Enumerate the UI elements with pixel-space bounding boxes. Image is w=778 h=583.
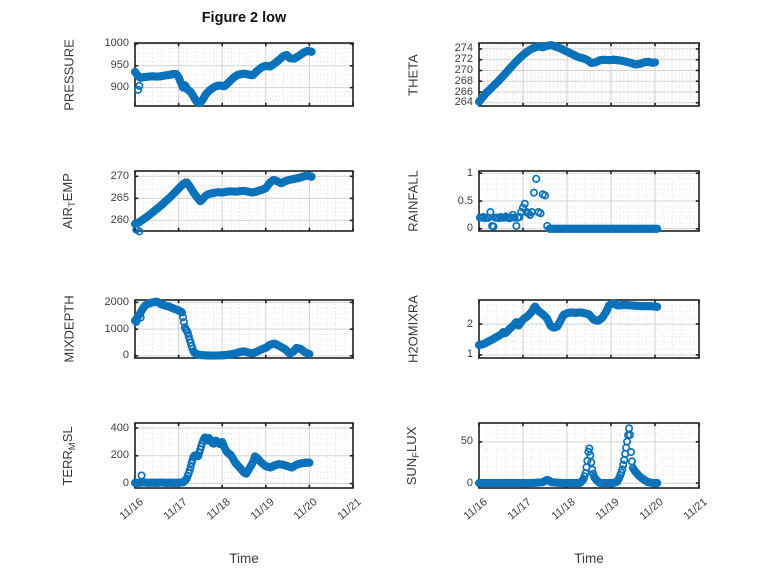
x-axis-label-right: Time xyxy=(574,551,604,566)
xtick-label: 11/19 xyxy=(593,496,622,523)
ylabel-subscript: F xyxy=(411,451,422,458)
ytick-label-THETA: 274 xyxy=(454,42,473,55)
data-markers-TERR_MSL xyxy=(130,433,314,487)
xtick-label: 11/19 xyxy=(248,496,277,523)
ytick-label-H2OMIXRA: 2 xyxy=(466,317,473,330)
plot-area-MIXDEPTH xyxy=(130,297,354,360)
ytick-label-THETA: 268 xyxy=(454,74,473,87)
data-markers-MIXDEPTH xyxy=(130,297,314,360)
ytick-label-PRESSURE: 950 xyxy=(110,59,129,72)
xtick-label: 11/18 xyxy=(549,496,578,523)
ylabel-text: PRESSURE xyxy=(61,38,77,111)
ylabel-text: MIXDEPTH xyxy=(61,295,77,363)
minor-grid xyxy=(135,300,353,358)
xtick-label: 11/16 xyxy=(117,496,146,523)
data-markers-RAINFALL xyxy=(475,174,662,233)
ytick-label-H2OMIXRA: 1 xyxy=(466,348,473,361)
ytick-label-RAINFALL: 1 xyxy=(466,166,473,179)
plot-area-H2OMIXRA xyxy=(474,299,700,359)
y-axis-label-AIR_TEMP: AIRTEMP xyxy=(60,173,78,229)
ylabel-text: RAINFALL xyxy=(405,170,421,232)
minor-grid xyxy=(135,423,353,488)
major-grid xyxy=(135,43,353,106)
plot-area-THETA xyxy=(474,41,700,107)
y-axis-label-SUN_FLUX: SUNFLUX xyxy=(404,426,422,485)
axes-box xyxy=(478,42,700,107)
ylabel-text: AIR xyxy=(60,207,75,229)
data-markers-THETA xyxy=(474,41,660,106)
data-markers-SUN_FLUX xyxy=(474,424,662,488)
ytick-label-AIR_TEMP: 260 xyxy=(110,213,129,226)
ytick-label-RAINFALL: 0 xyxy=(466,222,473,235)
ytick-label-THETA: 270 xyxy=(454,63,473,76)
ytick-label-AIR_TEMP: 265 xyxy=(110,191,129,204)
ytick-label-PRESSURE: 900 xyxy=(110,81,129,94)
data-markers-H2OMIXRA xyxy=(474,299,662,350)
ytick-label-MIXDEPTH: 2000 xyxy=(104,295,129,308)
plot-area-SUN_FLUX xyxy=(474,422,700,489)
xtick-label: 11/21 xyxy=(335,496,364,523)
xtick-label: 11/17 xyxy=(505,496,534,523)
ylabel-subscript: M xyxy=(67,441,78,450)
ylabel-text: SUN xyxy=(404,457,419,485)
ytick-label-TERR_MSL: 200 xyxy=(110,449,129,462)
xtick-label: 11/21 xyxy=(681,496,710,523)
ytick-label-TERR_MSL: 400 xyxy=(110,421,129,434)
ylabel-text: EMP xyxy=(60,173,75,202)
ytick-label-THETA: 264 xyxy=(454,96,473,109)
ytick-label-THETA: 266 xyxy=(454,85,473,98)
plot-area-PRESSURE xyxy=(130,42,354,108)
ylabel-text: TERR xyxy=(60,449,75,486)
y-axis-label-MIXDEPTH: MIXDEPTH xyxy=(62,295,77,362)
major-grid xyxy=(479,300,699,358)
ytick-label-THETA: 272 xyxy=(454,53,473,66)
major-grid xyxy=(135,423,353,488)
data-markers-AIR_TEMP xyxy=(130,171,316,236)
y-axis-label-RAINFALL: RAINFALL xyxy=(406,170,421,231)
plot-area-TERR_MSL xyxy=(130,422,354,489)
x-axis-label-left: Time xyxy=(229,551,259,566)
xtick-label: 11/20 xyxy=(291,496,321,523)
data-markers-PRESSURE xyxy=(130,46,316,108)
ylabel-text: LUX xyxy=(404,426,419,452)
xtick-label: 11/17 xyxy=(161,496,190,523)
axes-box xyxy=(478,299,700,359)
y-axis-label-H2OMIXRA: H2OMIXRA xyxy=(406,295,421,363)
ytick-label-SUN_FLUX: 50 xyxy=(460,435,473,448)
y-axis-label-TERR_MSL: TERRMSL xyxy=(60,426,78,485)
ytick-label-PRESSURE: 1000 xyxy=(104,37,129,50)
minor-grid xyxy=(479,300,699,358)
ytick-label-MIXDEPTH: 1000 xyxy=(104,322,129,335)
y-axis-label-THETA: THETA xyxy=(406,54,421,96)
ylabel-subscript: T xyxy=(67,201,78,208)
xtick-label: 11/18 xyxy=(204,496,233,523)
ytick-label-MIXDEPTH: 0 xyxy=(122,349,129,362)
ytick-label-RAINFALL: 0.5 xyxy=(457,194,473,207)
ytick-label-SUN_FLUX: 0 xyxy=(466,476,473,489)
plot-area-AIR_TEMP xyxy=(130,170,354,236)
plot-area-RAINFALL xyxy=(475,170,700,233)
ylabel-text: SL xyxy=(60,425,75,442)
ylabel-text: THETA xyxy=(405,53,421,96)
xtick-label: 11/20 xyxy=(637,496,666,523)
xtick-label: 11/16 xyxy=(461,496,490,523)
y-axis-label-PRESSURE: PRESSURE xyxy=(62,39,77,111)
ylabel-text: H2OMIXRA xyxy=(405,295,421,363)
figure-title: Figure 2 low xyxy=(201,10,287,26)
ytick-label-TERR_MSL: 0 xyxy=(122,477,129,490)
ytick-label-AIR_TEMP: 270 xyxy=(110,169,129,182)
minor-grid xyxy=(135,171,353,231)
major-grid xyxy=(135,300,353,358)
